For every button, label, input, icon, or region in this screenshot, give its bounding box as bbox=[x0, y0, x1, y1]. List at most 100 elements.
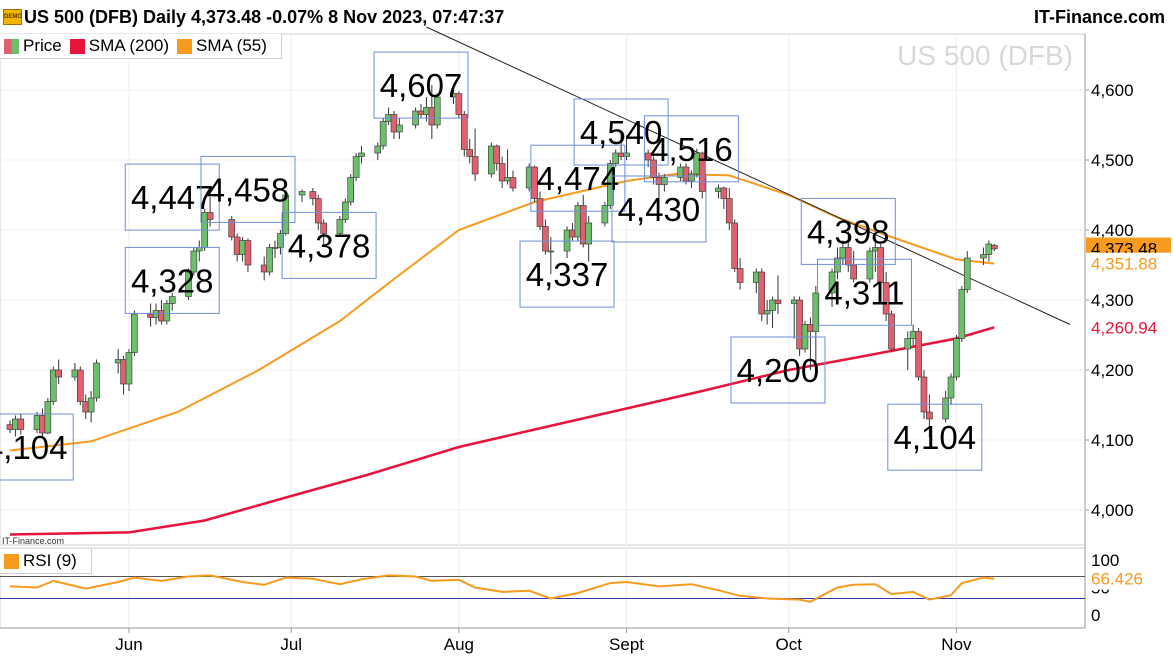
rsi-swatch-icon bbox=[4, 553, 19, 569]
candle bbox=[131, 310, 138, 356]
callout-label: 4,398 bbox=[807, 213, 890, 250]
legend-sma200[interactable]: SMA (200) bbox=[69, 36, 169, 56]
candle-body bbox=[569, 229, 576, 238]
candle bbox=[834, 247, 841, 279]
candle bbox=[55, 359, 62, 384]
candle bbox=[688, 170, 695, 188]
callout-label: 4,311 bbox=[824, 274, 904, 311]
candle-body bbox=[190, 250, 198, 273]
candle bbox=[774, 275, 782, 314]
price-callout: 4,378 bbox=[281, 211, 377, 279]
price-tag-bg bbox=[1086, 316, 1171, 339]
candle-body bbox=[958, 289, 966, 339]
callout-box bbox=[887, 403, 983, 471]
legend-price[interactable]: Price bbox=[4, 36, 62, 56]
sma200-swatch-icon bbox=[69, 38, 85, 54]
callout-label: 4,337 bbox=[526, 256, 609, 293]
candle-body bbox=[758, 271, 766, 315]
candle-body bbox=[844, 247, 852, 266]
candle bbox=[731, 219, 738, 272]
candle bbox=[298, 189, 306, 202]
candle bbox=[206, 197, 214, 227]
month-label: Oct bbox=[776, 635, 803, 654]
candle-body bbox=[493, 145, 501, 164]
candle-body bbox=[379, 121, 387, 147]
candle bbox=[282, 191, 290, 236]
candle bbox=[769, 296, 776, 328]
candle bbox=[390, 111, 398, 139]
price-tick-label: 4,300 bbox=[1091, 291, 1134, 310]
legend-sma55[interactable]: SMA (55) bbox=[177, 36, 267, 56]
candle-body bbox=[563, 229, 571, 252]
candle-body bbox=[790, 299, 798, 304]
candle-body bbox=[623, 152, 630, 157]
candle-body bbox=[455, 93, 463, 115]
chart-legend: Price SMA (200) SMA (55) bbox=[0, 34, 282, 59]
candle bbox=[125, 349, 133, 391]
candle bbox=[93, 359, 100, 402]
callout-box bbox=[530, 144, 626, 212]
candle bbox=[542, 219, 549, 255]
candle-body bbox=[574, 205, 582, 238]
candle-body bbox=[233, 236, 241, 255]
candle bbox=[866, 247, 874, 283]
callout-box bbox=[816, 258, 912, 326]
candle bbox=[309, 188, 317, 206]
candle-body bbox=[71, 369, 79, 378]
legend-rsi[interactable]: RSI (9) bbox=[4, 551, 77, 571]
candle-body bbox=[277, 233, 284, 248]
callout-box bbox=[373, 51, 469, 119]
candle-body bbox=[114, 359, 122, 364]
candle bbox=[882, 272, 890, 321]
candle-body bbox=[228, 219, 236, 238]
candle-body bbox=[926, 411, 933, 420]
price-callout: 4,328 bbox=[124, 246, 220, 314]
sma200-layer bbox=[9, 326, 995, 536]
candle-body bbox=[77, 369, 84, 402]
candle bbox=[379, 118, 387, 150]
candle-body bbox=[531, 166, 538, 199]
callout-box bbox=[573, 98, 669, 166]
month-label: Aug bbox=[444, 635, 474, 654]
candle-body bbox=[488, 145, 495, 175]
candle bbox=[958, 286, 966, 342]
candle bbox=[736, 258, 744, 290]
sma55-layer bbox=[9, 172, 995, 452]
candle-body bbox=[650, 159, 657, 178]
candle-body bbox=[828, 271, 836, 294]
candle-body bbox=[985, 243, 993, 255]
candle bbox=[850, 251, 857, 283]
candle bbox=[488, 142, 495, 178]
candle bbox=[49, 366, 57, 405]
candle-body bbox=[314, 198, 322, 224]
price-callout: 4,398 bbox=[800, 197, 896, 265]
price-tag-label: 4,351.88 bbox=[1091, 255, 1157, 274]
callout-label: 4,516 bbox=[650, 131, 733, 168]
candle-body bbox=[888, 313, 895, 350]
candle bbox=[168, 293, 176, 311]
callout-label: 4,607 bbox=[380, 67, 463, 104]
candle bbox=[185, 268, 192, 300]
candle-body bbox=[195, 247, 203, 252]
candle-body bbox=[298, 191, 306, 196]
price-panel bbox=[0, 33, 1086, 546]
candle-body bbox=[17, 418, 25, 430]
candle-body bbox=[904, 338, 912, 350]
callout-label: 4,200 bbox=[737, 352, 820, 389]
candle-body bbox=[260, 264, 268, 273]
candle bbox=[531, 165, 538, 202]
candle bbox=[844, 231, 852, 272]
callout-label: 4,104 bbox=[893, 419, 976, 456]
rsi-tick-label: 0 bbox=[1091, 606, 1100, 625]
price-callout: 4,516 bbox=[643, 115, 739, 183]
price-callout: 4,104 bbox=[887, 403, 983, 471]
sma55-line bbox=[9, 172, 995, 452]
candle-body bbox=[239, 240, 246, 255]
candle-body bbox=[769, 299, 776, 311]
candle bbox=[888, 310, 895, 353]
candle-body bbox=[688, 173, 695, 182]
callout-box bbox=[200, 155, 296, 223]
candle-body bbox=[698, 152, 706, 192]
candle-body bbox=[147, 313, 154, 318]
candle bbox=[623, 135, 630, 160]
